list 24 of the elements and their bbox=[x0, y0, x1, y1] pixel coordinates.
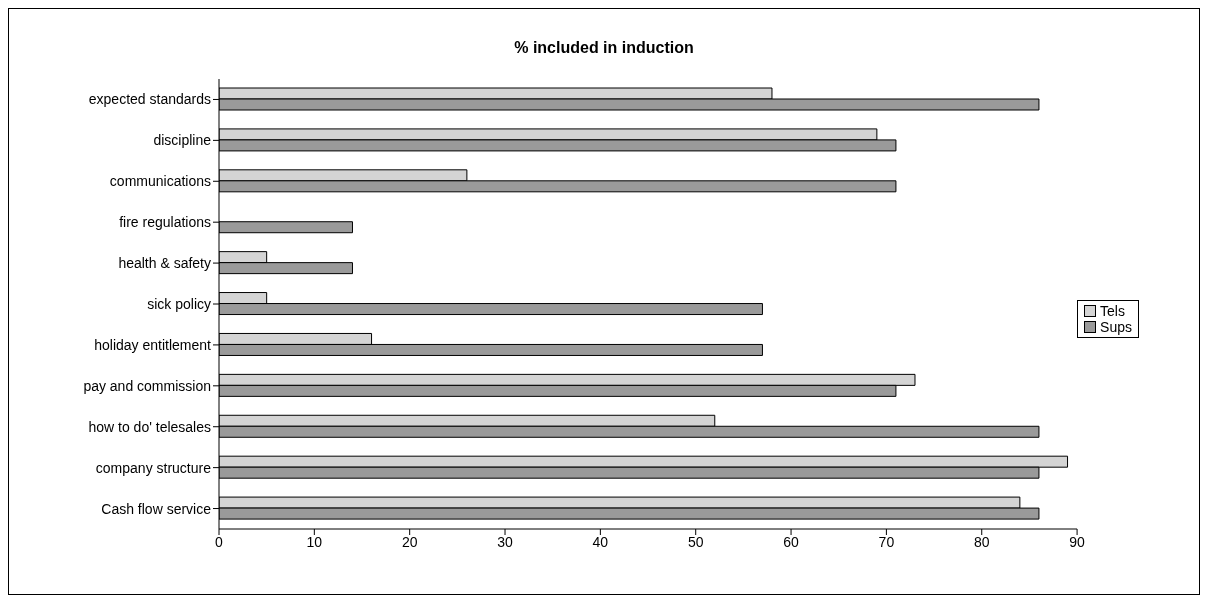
x-tick-label: 70 bbox=[878, 533, 895, 550]
y-tick-label: communications bbox=[109, 173, 211, 190]
x-tick-label: 10 bbox=[306, 533, 323, 550]
chart-title: % included in induction bbox=[513, 38, 695, 58]
x-tick-label: 40 bbox=[592, 533, 609, 550]
y-tick-label: sick policy bbox=[147, 295, 211, 312]
x-tick-label: 0 bbox=[215, 533, 224, 550]
x-tick-label: 20 bbox=[401, 533, 418, 550]
legend-label: Sups bbox=[1100, 319, 1132, 335]
x-tick-label: 50 bbox=[687, 533, 704, 550]
y-tick-label: holiday entitlement bbox=[94, 336, 212, 353]
y-tick-label: company structure bbox=[95, 459, 212, 476]
x-tick-label: 30 bbox=[497, 533, 514, 550]
y-tick-label: Cash flow service bbox=[101, 500, 212, 517]
y-tick-label: pay and commission bbox=[83, 377, 211, 394]
y-tick-label: expected standards bbox=[88, 91, 211, 108]
x-tick-label: 90 bbox=[1069, 533, 1086, 550]
legend-label: Tels bbox=[1100, 303, 1125, 319]
x-tick-label: 60 bbox=[783, 533, 800, 550]
x-tick-label: 80 bbox=[973, 533, 990, 550]
y-tick-label: how to do' telesales bbox=[88, 418, 211, 435]
y-tick-label: fire regulations bbox=[119, 214, 211, 231]
y-tick-label: health & safety bbox=[118, 255, 211, 272]
y-tick-label: discipline bbox=[153, 132, 212, 149]
